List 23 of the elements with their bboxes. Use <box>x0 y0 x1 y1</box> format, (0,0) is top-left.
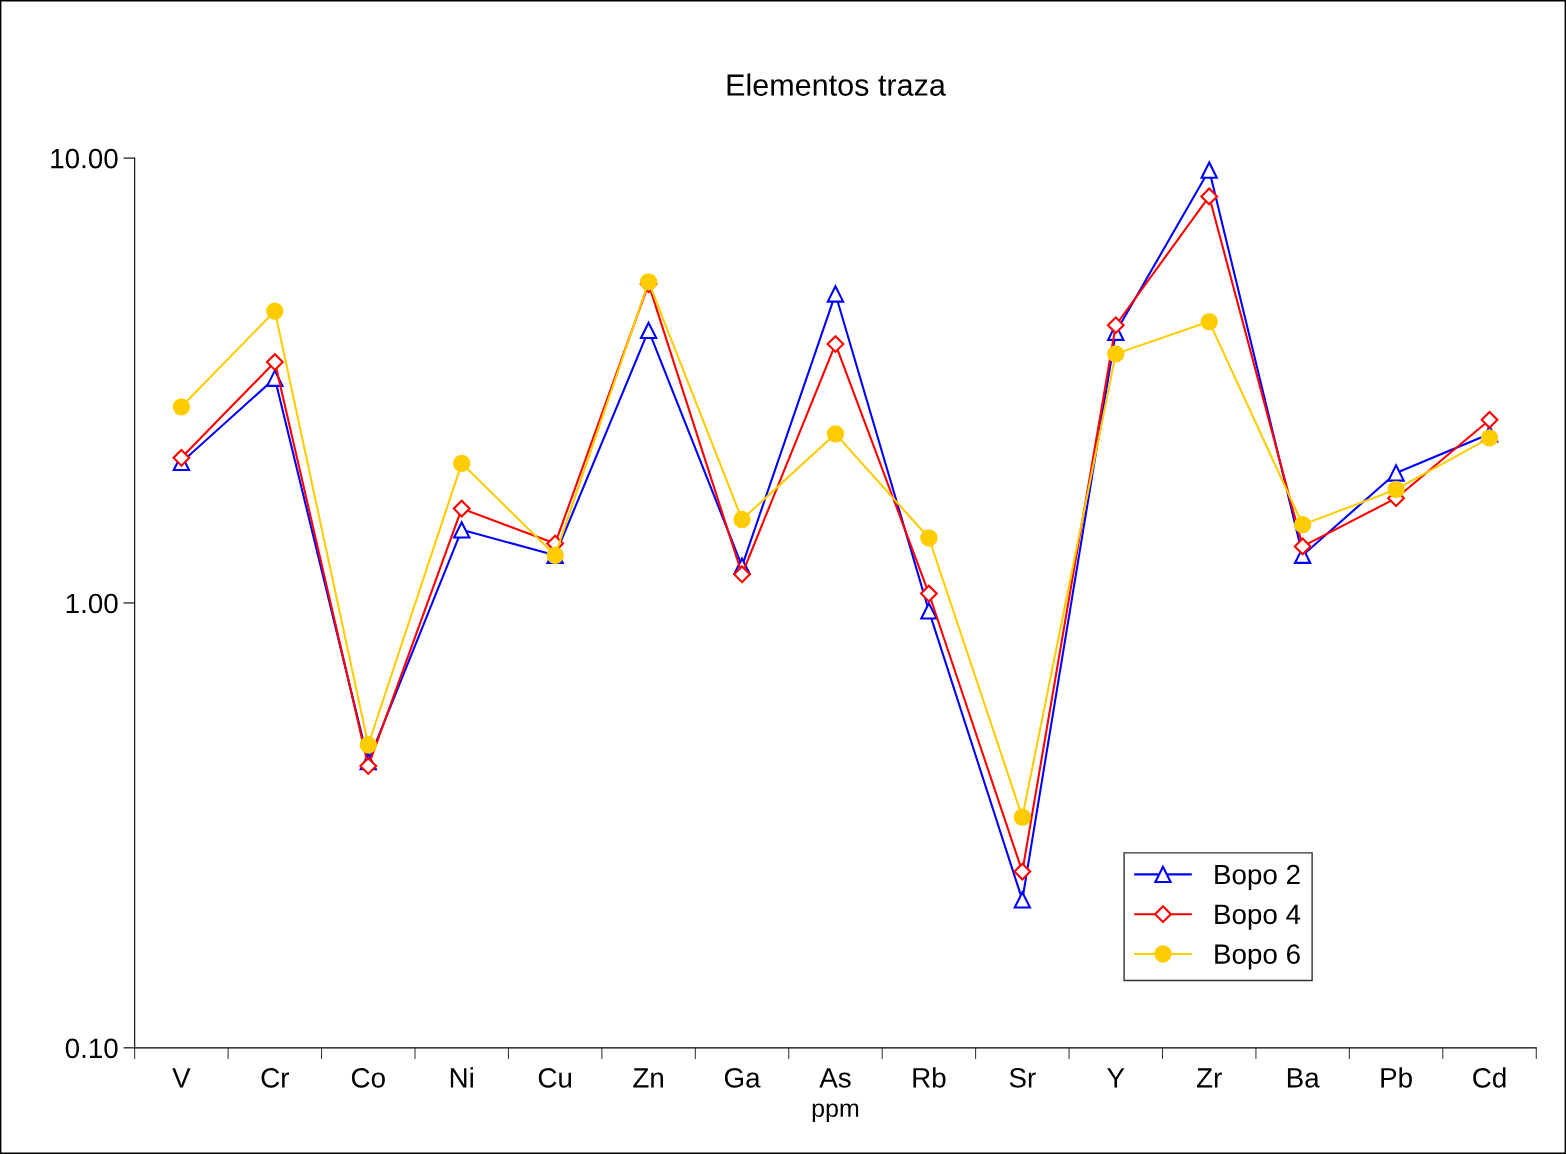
x-tick-label: Y <box>1107 1068 1125 1088</box>
y-tick-label: 0.10 <box>65 1038 118 1059</box>
x-axis-title: ppm <box>812 1103 859 1123</box>
x-tick-label: Pb <box>1381 1067 1412 1088</box>
x-tick-label: V <box>172 1068 191 1088</box>
x-tick-label: Ba <box>1287 1068 1320 1088</box>
x-tick-label: Ni <box>450 1067 473 1088</box>
x-tick-label: Cr <box>261 1068 290 1088</box>
y-tick-label: 10.00 <box>51 148 118 169</box>
legend-label: Bopo 4 <box>1215 904 1301 930</box>
x-tick-label: Cu <box>538 1068 572 1088</box>
legend-label: Bopo 6 <box>1215 944 1300 970</box>
x-tick-label: As <box>819 1068 851 1088</box>
x-tick-label: Zr <box>1196 1068 1222 1088</box>
x-tick-label: Rb <box>913 1067 946 1088</box>
x-tick-label: Sr <box>1009 1068 1036 1088</box>
x-tick-label: Co <box>351 1068 385 1088</box>
chart-title: Elementos traza <box>727 73 946 96</box>
legend-label: Bopo 2 <box>1215 864 1300 890</box>
x-tick-label: Cd <box>1473 1067 1506 1088</box>
y-tick-label: 1.00 <box>66 593 118 614</box>
x-tick-label: Ga <box>724 1068 761 1088</box>
x-tick-label: Zn <box>633 1068 663 1088</box>
